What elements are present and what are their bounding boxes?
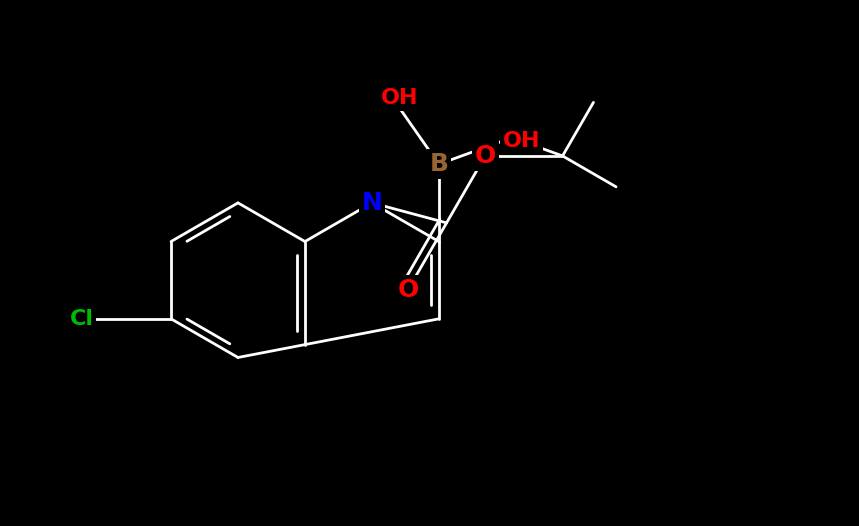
Text: O: O [398, 278, 418, 302]
Text: OH: OH [381, 88, 418, 108]
Text: O: O [475, 144, 496, 168]
Text: Cl: Cl [70, 309, 94, 329]
Text: N: N [362, 191, 382, 215]
Text: B: B [430, 152, 448, 176]
Text: OH: OH [503, 131, 540, 151]
